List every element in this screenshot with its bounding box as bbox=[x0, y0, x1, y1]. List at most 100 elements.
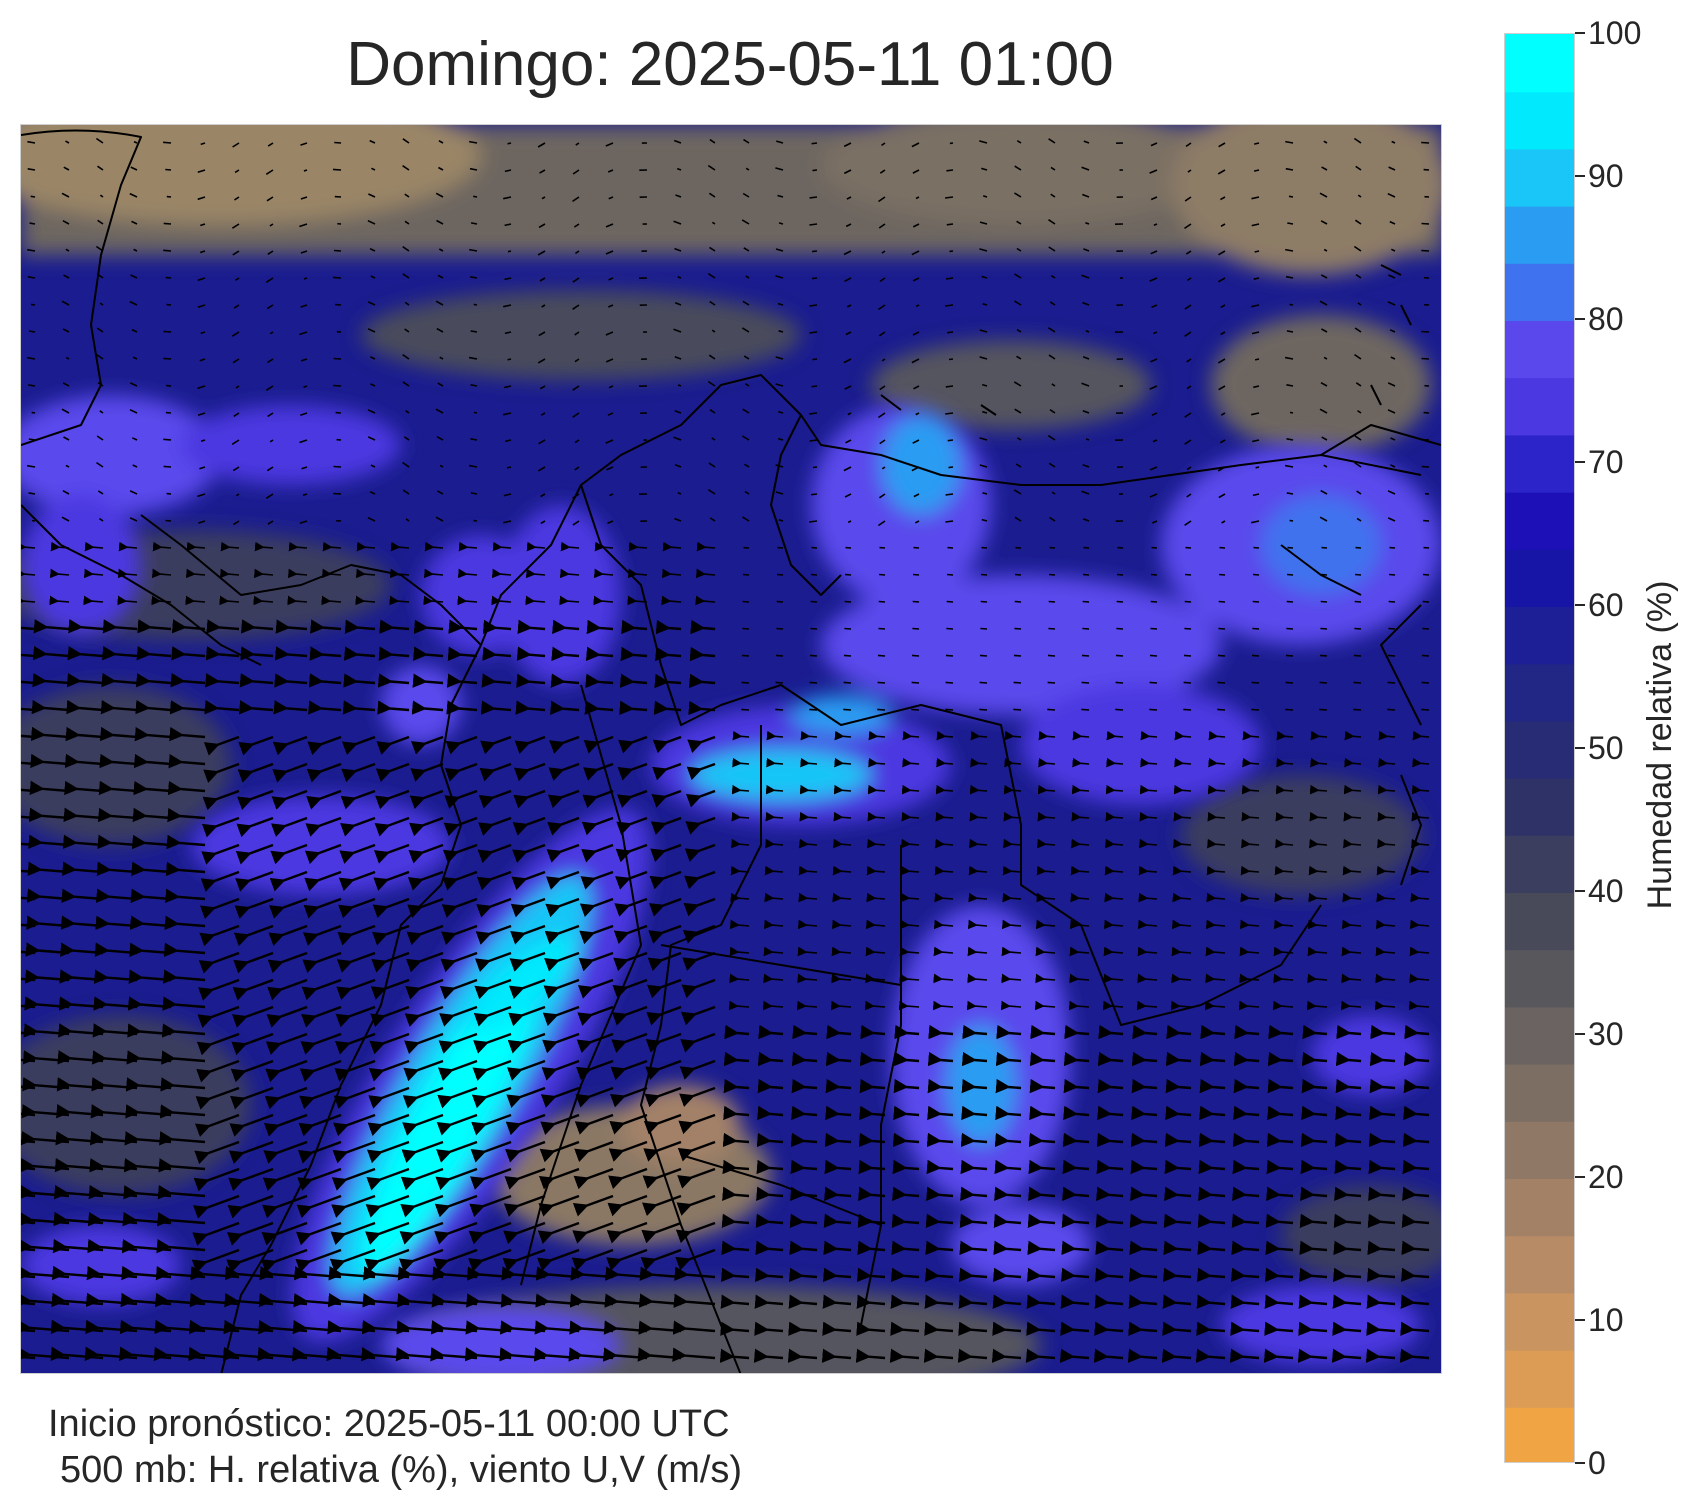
wind-arrow bbox=[200, 142, 206, 146]
wind-arrow bbox=[21, 626, 36, 631]
wind-arrow bbox=[197, 169, 206, 174]
wind-arrow bbox=[457, 568, 478, 579]
wind-arrow bbox=[231, 1005, 274, 1028]
wind-arrow bbox=[792, 1024, 818, 1040]
wind-arrow bbox=[945, 277, 954, 280]
wind-arrow bbox=[1286, 627, 1294, 630]
wind-arrow bbox=[333, 1086, 376, 1109]
wind-arrow bbox=[753, 1348, 784, 1363]
wind-arrow bbox=[1208, 757, 1226, 768]
wind-arrow bbox=[506, 1086, 546, 1108]
wind-arrow bbox=[1129, 1213, 1158, 1229]
wind-arrow bbox=[678, 1113, 716, 1135]
wind-arrow bbox=[825, 1051, 852, 1067]
wind-arrow bbox=[709, 409, 716, 414]
wind-arrow bbox=[1341, 919, 1362, 930]
wind-arrow bbox=[608, 277, 614, 281]
wind-arrow bbox=[616, 789, 648, 808]
wind-arrow bbox=[390, 541, 410, 552]
wind-arrow bbox=[1219, 573, 1226, 576]
wind-arrow bbox=[185, 595, 206, 606]
wind-arrow bbox=[83, 595, 104, 606]
wind-arrow bbox=[1051, 491, 1056, 495]
wind-arrow bbox=[766, 730, 784, 741]
wind-arrow bbox=[84, 541, 104, 552]
wind-arrow bbox=[1310, 730, 1328, 741]
wind-arrow bbox=[1151, 304, 1158, 309]
wind-arrow bbox=[846, 196, 852, 200]
wind-arrow bbox=[881, 466, 886, 470]
wind-arrow bbox=[1127, 1348, 1158, 1363]
wind-arrow bbox=[1095, 1213, 1124, 1229]
wind-arrow bbox=[444, 762, 478, 782]
wind-arrow bbox=[643, 1140, 682, 1162]
wind-arrow bbox=[234, 169, 240, 174]
wind-arrow bbox=[844, 277, 852, 283]
wind-arrow bbox=[799, 838, 818, 849]
wind-arrow bbox=[1265, 1213, 1294, 1229]
wind-arrow bbox=[369, 247, 376, 252]
wind-arrow bbox=[788, 1267, 818, 1283]
wind-arrow bbox=[1403, 1051, 1430, 1067]
wind-arrow bbox=[435, 1167, 478, 1191]
wind-arrow bbox=[1230, 1294, 1260, 1309]
wind-arrow bbox=[878, 600, 886, 603]
wind-arrow bbox=[99, 194, 104, 198]
wind-arrow bbox=[539, 277, 546, 282]
wind-arrow bbox=[732, 757, 750, 768]
wind-arrow bbox=[1187, 277, 1192, 282]
wind-arrow bbox=[1341, 946, 1362, 957]
wind-arrow bbox=[1390, 356, 1396, 360]
wind-arrow bbox=[720, 1321, 750, 1336]
wind-arrow bbox=[675, 1221, 716, 1244]
colorbar-band bbox=[1505, 1120, 1574, 1179]
wind-arrow bbox=[1116, 627, 1124, 630]
wind-arrow bbox=[979, 221, 988, 225]
wind-arrow bbox=[235, 843, 274, 865]
wind-arrow bbox=[473, 411, 478, 414]
wind-arrow bbox=[765, 811, 784, 822]
wind-arrow bbox=[1253, 277, 1260, 280]
wind-arrow bbox=[1411, 784, 1430, 795]
wind-arrow bbox=[1140, 730, 1158, 741]
wind-arrow bbox=[340, 816, 376, 837]
wind-arrow bbox=[102, 646, 138, 661]
wind-arrow bbox=[1354, 327, 1362, 333]
wind-arrow bbox=[98, 780, 138, 796]
wind-arrow bbox=[62, 489, 70, 495]
wind-arrow bbox=[1355, 573, 1362, 576]
wind-arrow bbox=[1184, 520, 1192, 526]
wind-arrow bbox=[117, 568, 138, 579]
wind-arrow bbox=[676, 167, 682, 171]
wind-arrow bbox=[878, 223, 886, 229]
wind-arrow bbox=[1047, 681, 1056, 684]
wind-arrow bbox=[615, 843, 648, 863]
wind-arrow bbox=[369, 491, 376, 495]
wind-arrow bbox=[1334, 1186, 1362, 1201]
wind-arrow bbox=[1266, 1186, 1294, 1201]
wind-arrow bbox=[1150, 250, 1158, 255]
colorbar-band bbox=[1505, 606, 1574, 665]
wind-arrow bbox=[549, 735, 580, 754]
wind-arrow bbox=[1071, 838, 1090, 849]
wind-arrow bbox=[913, 573, 920, 576]
wind-arrow bbox=[1103, 946, 1124, 957]
wind-arrow bbox=[370, 275, 376, 279]
wind-arrow bbox=[1030, 1024, 1056, 1040]
wind-arrow bbox=[1061, 1213, 1090, 1229]
wind-arrow bbox=[1149, 385, 1158, 390]
wind-arrow bbox=[517, 619, 546, 635]
wind-arrow bbox=[1306, 1000, 1328, 1011]
wind-arrow bbox=[1094, 1294, 1124, 1309]
wind-arrow bbox=[878, 331, 886, 337]
colorbar-tick bbox=[1575, 1176, 1585, 1178]
wind-arrow bbox=[547, 816, 580, 836]
wind-arrow bbox=[879, 277, 886, 283]
wind-arrow bbox=[367, 436, 376, 441]
wind-arrow bbox=[881, 142, 886, 147]
wind-arrow bbox=[911, 681, 920, 684]
wind-arrow bbox=[866, 892, 886, 903]
wind-arrow bbox=[232, 466, 240, 472]
wind-arrow bbox=[537, 1221, 580, 1244]
wind-arrow bbox=[469, 248, 478, 252]
